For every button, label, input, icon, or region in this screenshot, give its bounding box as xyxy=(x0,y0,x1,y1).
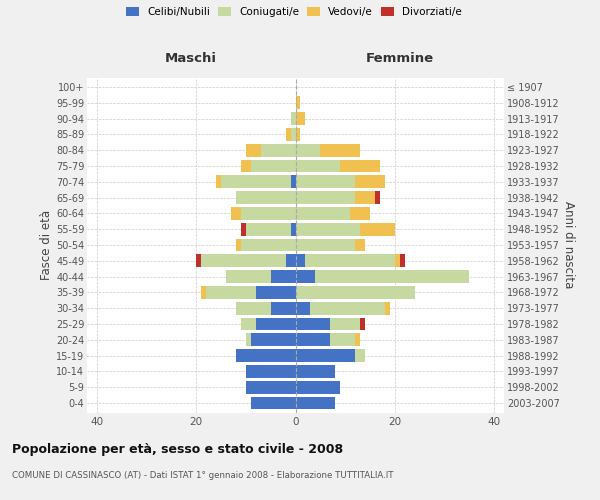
Bar xyxy=(290,128,296,140)
Text: COMUNE DI CASSINASCO (AT) - Dati ISTAT 1° gennaio 2008 - Elaborazione TUTTITALIA: COMUNE DI CASSINASCO (AT) - Dati ISTAT 1… xyxy=(12,471,394,480)
Bar xyxy=(350,207,370,220)
Bar xyxy=(395,254,400,267)
Bar xyxy=(355,350,365,362)
Bar xyxy=(375,192,380,204)
Bar xyxy=(236,350,296,362)
Bar xyxy=(296,207,350,220)
Bar xyxy=(221,176,290,188)
Bar xyxy=(340,160,380,172)
Bar xyxy=(330,334,355,346)
Bar xyxy=(246,144,261,156)
Bar xyxy=(290,176,296,188)
Bar xyxy=(286,254,296,267)
Bar xyxy=(246,223,290,235)
Bar xyxy=(310,302,385,314)
Bar xyxy=(296,160,340,172)
Bar xyxy=(241,223,246,235)
Bar xyxy=(206,286,256,298)
Bar xyxy=(201,254,286,267)
Text: Femmine: Femmine xyxy=(365,52,434,65)
Legend: Celibi/Nubili, Coniugati/e, Vedovi/e, Divorziati/e: Celibi/Nubili, Coniugati/e, Vedovi/e, Di… xyxy=(124,5,464,20)
Bar xyxy=(271,302,296,314)
Bar xyxy=(355,238,365,252)
Text: Maschi: Maschi xyxy=(165,52,217,65)
Bar xyxy=(286,128,290,140)
Bar xyxy=(296,365,335,378)
Bar xyxy=(316,270,469,283)
Bar xyxy=(236,238,241,252)
Bar xyxy=(296,270,316,283)
Bar xyxy=(261,144,296,156)
Bar xyxy=(296,112,305,125)
Bar xyxy=(251,160,296,172)
Bar xyxy=(330,318,360,330)
Bar xyxy=(201,286,206,298)
Bar xyxy=(271,270,296,283)
Bar xyxy=(246,365,296,378)
Bar xyxy=(196,254,201,267)
Bar xyxy=(400,254,405,267)
Bar xyxy=(296,238,355,252)
Y-axis label: Fasce di età: Fasce di età xyxy=(40,210,53,280)
Bar xyxy=(355,334,360,346)
Bar xyxy=(296,302,310,314)
Bar xyxy=(251,334,296,346)
Bar xyxy=(236,302,271,314)
Bar xyxy=(385,302,390,314)
Bar xyxy=(296,381,340,394)
Bar xyxy=(355,192,375,204)
Bar xyxy=(246,381,296,394)
Bar xyxy=(296,144,320,156)
Bar xyxy=(296,96,301,109)
Bar xyxy=(256,286,296,298)
Bar xyxy=(241,238,296,252)
Bar xyxy=(231,207,241,220)
Bar xyxy=(296,396,335,409)
Bar xyxy=(216,176,221,188)
Bar xyxy=(296,334,330,346)
Bar xyxy=(355,176,385,188)
Bar xyxy=(296,350,355,362)
Bar xyxy=(296,318,330,330)
Bar xyxy=(320,144,360,156)
Bar xyxy=(296,286,415,298)
Bar xyxy=(251,396,296,409)
Bar xyxy=(290,112,296,125)
Y-axis label: Anni di nascita: Anni di nascita xyxy=(562,202,575,288)
Text: Popolazione per età, sesso e stato civile - 2008: Popolazione per età, sesso e stato civil… xyxy=(12,442,343,456)
Bar xyxy=(256,318,296,330)
Bar xyxy=(241,207,296,220)
Bar xyxy=(296,192,355,204)
Bar xyxy=(236,192,296,204)
Bar xyxy=(296,223,360,235)
Bar xyxy=(296,254,305,267)
Bar xyxy=(296,128,301,140)
Bar xyxy=(241,160,251,172)
Bar xyxy=(360,223,395,235)
Bar xyxy=(241,318,256,330)
Bar xyxy=(305,254,395,267)
Bar xyxy=(360,318,365,330)
Bar xyxy=(226,270,271,283)
Bar xyxy=(296,176,355,188)
Bar xyxy=(290,223,296,235)
Bar xyxy=(246,334,251,346)
